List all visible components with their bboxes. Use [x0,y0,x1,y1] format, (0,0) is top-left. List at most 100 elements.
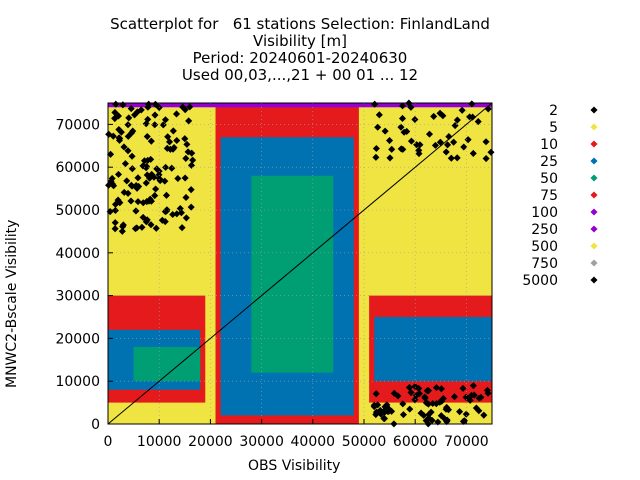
scatter-point-70 [143,132,151,141]
scatter-point-103 [107,177,115,185]
title-line-3: Period: 20240601-20240630 [192,49,408,67]
scatter-point-262 [375,111,383,119]
scatter-point-91 [189,156,197,164]
scatter-point-221 [431,141,439,149]
scatter-point-208 [421,393,429,401]
scatter-point-222 [371,100,379,108]
scatter-point-119 [138,223,146,231]
scatter-point-147 [459,384,467,392]
legend-label-4: 50 [540,171,558,187]
scatter-point-61 [128,165,136,173]
scatter-point-18 [152,185,160,193]
x-tick-label-7: 70000 [444,434,489,450]
scatter-point-184 [380,414,388,422]
scatter-point-55 [124,121,132,129]
scatter-point-122 [151,192,159,200]
y-ticks: 0 10000 20000 30000 40000 50000 60000 70000 [55,117,113,433]
scatter-point-48 [144,115,152,123]
scatter-point-115 [109,132,117,140]
scatter-point-257 [436,109,444,117]
scatter-point-107 [156,177,164,185]
scatter-point-240 [482,138,490,146]
scatter-point-254 [468,100,476,108]
scatter-point-252 [482,155,490,163]
scatter-point-92 [161,177,169,185]
scatter-point-238 [374,123,382,131]
scatter-point-127 [137,106,145,114]
legend-label-10: 5000 [522,273,558,289]
scatter-point-249 [464,136,472,144]
legend-label-7: 250 [531,222,558,238]
x-tick-label-1: 10000 [137,434,182,450]
scatter-point-85 [181,174,189,182]
scatter-point-268 [388,145,396,153]
scatter-point-235 [442,148,450,156]
scatter-point-12 [114,170,123,178]
scatter-point-81 [114,112,123,120]
scatter-point-57 [111,225,119,233]
scatter-point-153 [411,382,419,390]
scatter-point-215 [415,390,423,398]
scatter-point-110 [182,154,190,162]
scatter-point-264 [425,130,434,138]
y-tick-label-7: 70000 [55,117,100,133]
legend-marker-10 [590,276,598,284]
scatter-point-243 [386,137,394,145]
grid-lines [108,103,492,424]
scatter-point-231 [372,144,380,153]
legend-label-8: 500 [531,239,558,255]
scatter-point-11 [186,103,194,111]
scatter-point-260 [469,113,477,121]
scatter-point-58 [151,121,159,129]
x-tick-label-4: 40000 [291,434,336,450]
x-tick-label-2: 20000 [188,434,233,450]
scatter-point-56 [119,223,127,231]
x-ticks: 0 10000 20000 30000 40000 50000 60000 70000 [104,419,489,450]
x-tick-label-3: 30000 [239,434,284,450]
scatter-point-248 [450,138,458,146]
scatter-point-225 [398,114,407,122]
scatter-point-135 [173,136,181,145]
legend-marker-0 [590,106,598,114]
legend-label-3: 25 [540,154,558,170]
scatter-point-188 [407,388,415,397]
scatter-point-265 [415,146,423,154]
scatter-point-223 [444,141,452,149]
scatter-point-95 [181,135,189,143]
scatter-point-104 [120,143,128,151]
scatter-point-132 [128,182,136,190]
scatter-point-227 [469,149,477,157]
scatter-point-66 [158,216,166,224]
scatter-point-138 [188,149,196,157]
scatter-point-89 [159,121,167,129]
scatter-point-224 [399,102,407,110]
scatter-point-214 [472,404,480,412]
scatter-point-86 [147,137,155,145]
y-tick-label-4: 40000 [55,246,100,262]
scatter-point-213 [477,393,485,401]
scatter-point-204 [456,408,464,416]
scatter-point-218 [411,396,419,404]
scatter-point-93 [169,127,177,135]
scatter-point-151 [399,411,407,419]
legend-label-5: 75 [540,188,558,204]
scatter-point-129 [111,200,120,208]
legend-marker-2 [590,140,598,148]
scatter-point-94 [148,170,156,178]
scatter-point-205 [374,401,382,409]
y-tick-label-0: 0 [91,417,100,433]
scatter-point-267 [399,145,407,153]
scatter-point-217 [438,397,446,405]
scatter-point-228 [386,154,394,162]
y-axis-label: MNWC2-Bscale Visibility [4,219,20,388]
scatter-point-112 [146,195,154,203]
scatter-point-136 [128,152,136,160]
scatter-point-192 [425,410,433,418]
scatter-point-99 [163,206,171,214]
scatter-point-118 [139,199,147,207]
scatter-point-230 [447,154,455,162]
scatter-point-169 [469,382,477,390]
scatter-point-154 [466,396,474,404]
